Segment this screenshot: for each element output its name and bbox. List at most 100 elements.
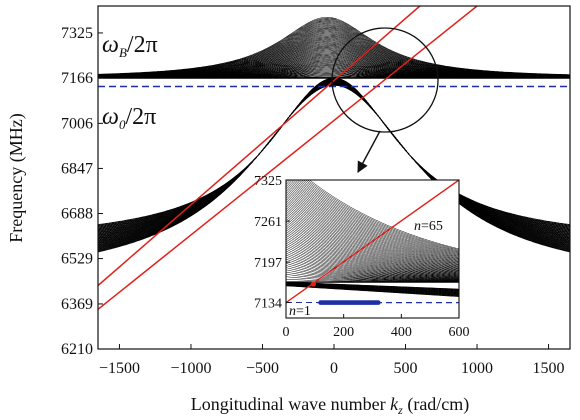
inset-upper-curve <box>286 258 459 282</box>
inset-upper-curve <box>286 184 459 261</box>
inset-upper-curve <box>309 180 459 250</box>
inset-y-tick-label: 7261 <box>254 215 282 230</box>
inset-upper-curve <box>286 186 459 262</box>
inset-upper-curve <box>307 180 459 251</box>
y-tick-label: 6688 <box>61 206 93 223</box>
inset-y-tick-label: 7134 <box>254 297 282 312</box>
inset-upper-curve <box>286 246 459 280</box>
inset-upper-curve <box>305 180 459 252</box>
inset-upper-curve <box>292 180 459 257</box>
inset-upper-curve <box>286 203 459 269</box>
inset-upper-curve <box>286 180 459 259</box>
inset-upper-curve <box>286 223 459 275</box>
zoom-arrow <box>357 130 381 173</box>
inset-upper-curve <box>288 180 459 258</box>
inset-upper-curve <box>286 254 459 281</box>
n-top-label: n=65 <box>414 219 443 234</box>
inset-axis-ticks: 0 200 400 600 7134 7197 7261 7325 <box>254 174 470 340</box>
y-tick-label: 6529 <box>61 251 93 268</box>
inset-upper-curve <box>286 187 459 263</box>
inset-upper-curve <box>286 196 459 267</box>
inset-y-tick-label: 7197 <box>254 256 282 271</box>
y-tick-label: 7006 <box>61 115 93 132</box>
inset-upper-curve <box>286 218 459 274</box>
y-tick-label: 6210 <box>61 341 93 358</box>
inset-reference-lines <box>286 180 459 305</box>
inset-upper-curve <box>286 182 459 261</box>
inset-upper-curve <box>286 242 459 279</box>
omega-b-label: ωB/2π <box>102 32 158 60</box>
inset-upper-curve <box>286 244 459 280</box>
inset-upper-curve <box>286 240 459 279</box>
x-tick-label: 1500 <box>533 360 565 377</box>
lower-branch-curve <box>98 85 570 253</box>
inset-crossing-dot <box>375 300 381 305</box>
inset-upper-curve <box>286 205 459 270</box>
inset-upper-curve <box>286 225 459 276</box>
y-tick-label: 6369 <box>61 296 93 313</box>
inset-frame <box>285 179 460 319</box>
light-line <box>98 6 478 310</box>
inset-upper-curve <box>286 216 459 273</box>
inset-upper-curve <box>286 252 459 281</box>
inset-upper-curve <box>286 269 459 282</box>
inset-upper-curve <box>286 250 459 281</box>
inset-upper-curve <box>290 180 459 257</box>
svg-text:ωB/2π: ωB/2π <box>102 32 158 60</box>
inset-upper-curve <box>286 194 459 266</box>
inset-upper-curve <box>286 193 459 265</box>
inset-upper-curve <box>286 214 459 273</box>
inset-x-tick-label: 600 <box>449 325 470 340</box>
upper-branch-curve <box>98 27 570 76</box>
inset-upper-curve <box>286 237 459 278</box>
inset-upper-curve <box>286 207 459 270</box>
inset-upper-curve <box>286 229 459 277</box>
inset-x-tick-label: 0 <box>283 325 290 340</box>
inset-upper-curve <box>286 209 459 271</box>
main-plot-reference-lines <box>98 6 570 310</box>
inset-upper-curve <box>286 256 459 281</box>
inset-upper-curve <box>286 263 459 282</box>
zoom-circle <box>331 27 439 133</box>
inset-upper-curve <box>298 180 459 254</box>
x-tick-label: −500 <box>246 360 279 377</box>
y-tick-label: 6847 <box>61 160 93 177</box>
inset-upper-curve <box>296 180 459 255</box>
x-tick-label: 500 <box>394 360 418 377</box>
inset-upper-curve <box>302 180 459 252</box>
x-tick-label: 0 <box>330 360 338 377</box>
inset-upper-curve <box>286 235 459 278</box>
inset-upper-curve <box>300 180 459 253</box>
inset-red-marker <box>310 281 316 287</box>
svg-text:ω0/2π: ω0/2π <box>102 104 156 132</box>
inset-y-tick-label: 7325 <box>254 174 282 189</box>
inset-upper-curve <box>286 180 459 260</box>
inset-upper-curve <box>286 211 459 272</box>
inset-x-tick-label: 400 <box>391 325 412 340</box>
x-tick-label: −1000 <box>170 360 211 377</box>
inset-upper-curve <box>286 189 459 264</box>
upper-branch-curve <box>98 17 570 75</box>
n-bottom-label: n=1 <box>289 304 311 319</box>
main-axis-ticks: −1500 −1000 −500 0 500 1000 1500 6210 6369 6529 66… <box>61 25 565 377</box>
x-axis-title: Longitudinal wave number kz (rad/cm) <box>191 394 470 417</box>
light-line <box>98 6 421 287</box>
inset-upper-curve <box>286 248 459 280</box>
inset-lower-curve <box>286 285 459 297</box>
inset-upper-curve <box>286 200 459 268</box>
inset-upper-curve <box>286 227 459 276</box>
inset-upper-curve <box>286 212 459 272</box>
omega-0-label: ω0/2π <box>102 104 156 132</box>
inset-upper-curve <box>286 220 459 274</box>
inset-upper-curve <box>294 180 459 256</box>
y-tick-label: 7325 <box>61 25 93 42</box>
x-tick-label: −1500 <box>99 360 140 377</box>
inset-x-tick-label: 200 <box>333 325 354 340</box>
inset-upper-curve <box>286 233 459 278</box>
inset-upper-curve <box>286 221 459 275</box>
n-top-label-bg <box>411 217 457 234</box>
y-tick-label: 7166 <box>61 70 93 87</box>
y-axis-title: Frequency (MHz) <box>6 113 27 242</box>
inset-upper-curve <box>286 238 459 279</box>
